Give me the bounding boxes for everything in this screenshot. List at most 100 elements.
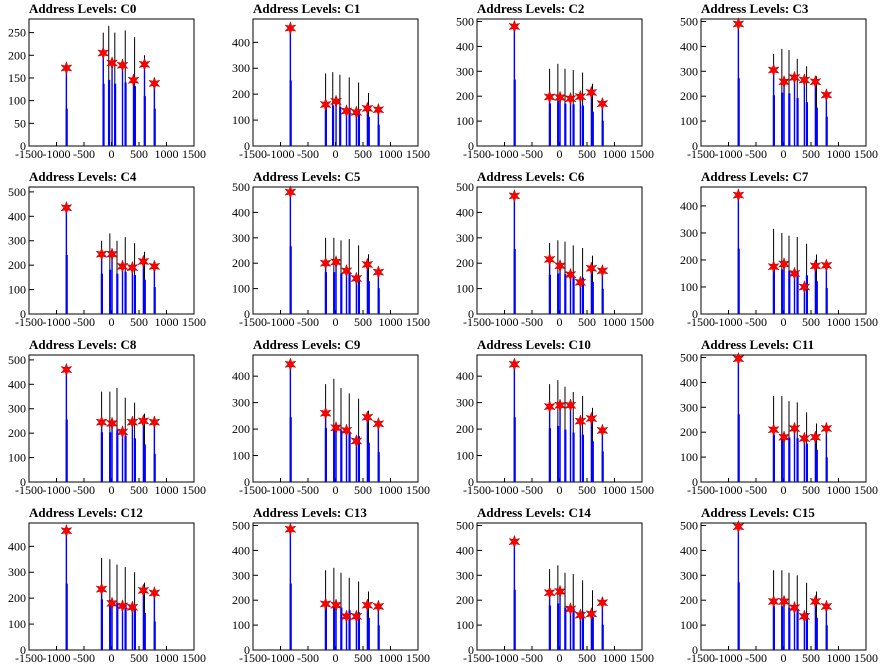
peak-marker [596, 595, 609, 610]
y-tick-label: 400 [680, 543, 698, 557]
chart-svg: Address Levels: C15 0 100 200 300 400 500 -1500… [680, 505, 878, 665]
chart-title: Address Levels: C12 [29, 505, 143, 520]
x-tick-label: 500 [802, 315, 820, 329]
y-tick-label: 0 [20, 643, 26, 657]
y-tick-label: 0 [468, 307, 474, 321]
peak-marker [508, 188, 521, 203]
chart-panel: Address Levels: C0 0 50 100 150 200 250 -1500 -1… [0, 0, 224, 168]
x-tick-label: 500 [354, 147, 372, 161]
chart-svg: Address Levels: C30100200300400500-1500-… [680, 1, 878, 161]
peak-marker [543, 89, 556, 104]
x-tick-label: -500 [297, 483, 319, 497]
peak-marker [777, 594, 791, 609]
x-tick-label: 0 [557, 483, 563, 497]
y-tick-label: 200 [680, 593, 698, 607]
chart-panel: Address Levels: C7 0 100 200 300 400 -1500 -100… [672, 168, 896, 336]
bar [116, 602, 119, 650]
x-tick-label: 1000 [379, 147, 403, 161]
y-tick-label: 400 [232, 543, 250, 557]
peak-marker [732, 16, 745, 31]
y-tick-label: 400 [8, 377, 26, 391]
chart-title: Address Levels: C9 [253, 337, 361, 352]
x-tick-label: 0 [109, 651, 115, 665]
x-tick-label: -1000 [267, 315, 295, 329]
bar [133, 86, 136, 146]
bar [109, 600, 112, 650]
y-tick-label: 300 [456, 64, 474, 78]
x-tick-label: 1000 [827, 651, 851, 665]
chart-title: Address Levels: C10 [477, 337, 591, 352]
chart-panel: Address Levels: C14 0 100 200 300 400 500 -1500… [448, 504, 672, 672]
x-tick-label: -1000 [267, 147, 295, 161]
y-tick-label: 0 [20, 475, 26, 489]
y-tick-label: 50 [14, 116, 26, 130]
bar [781, 606, 784, 650]
y-tick-label: 100 [680, 618, 698, 632]
x-tick-label: -1500 [15, 483, 43, 497]
bar [339, 106, 342, 146]
peak-marker [372, 265, 385, 280]
x-tick-label: 500 [354, 483, 372, 497]
peak-marker [340, 423, 353, 438]
chart-panel: Address Levels: C9 0 100 200 300 400 -1500 -100… [224, 336, 448, 504]
bar [367, 116, 370, 146]
y-tick-label: 0 [692, 643, 698, 657]
x-tick-label: 500 [578, 651, 596, 665]
chart-svg: Address Levels: C10 0 100 200 300 400 -1500 -10… [456, 337, 654, 497]
y-tick-label: 300 [680, 64, 698, 78]
peak-marker [788, 421, 801, 436]
y-tick-label: 500 [8, 185, 26, 199]
peak-marker [350, 609, 363, 624]
chart-title: Address Levels: C15 [701, 505, 815, 520]
x-tick-label: -1000 [491, 147, 519, 161]
x-tick-label: 1500 [630, 483, 654, 497]
bar [348, 610, 351, 650]
peak-marker [543, 399, 556, 414]
bar [591, 441, 594, 482]
y-tick-label: 0 [468, 475, 474, 489]
y-tick-label: 100 [232, 618, 250, 632]
bar [109, 432, 112, 482]
x-tick-label: -1500 [15, 147, 43, 161]
bar [114, 83, 117, 146]
y-tick-label: 300 [8, 402, 26, 416]
bar [805, 275, 808, 314]
x-tick-label: 1000 [155, 147, 179, 161]
y-tick-label: 0 [692, 475, 698, 489]
y-tick-label: 100 [456, 282, 474, 296]
x-tick-label: 500 [354, 315, 372, 329]
chart-panel: Address Levels: C10 0 100 200 300 400 -1500 -10… [448, 336, 672, 504]
chart-panel: Address Levels: C15 0 100 200 300 400 500 -1500… [672, 504, 896, 672]
y-tick-label: 100 [232, 449, 250, 463]
bar [815, 617, 818, 650]
x-tick-label: -1500 [463, 315, 491, 329]
peak-marker [372, 416, 385, 431]
x-tick-label: 1000 [603, 651, 627, 665]
peak-marker [95, 247, 108, 262]
peak-marker [798, 279, 811, 294]
bar [109, 269, 112, 314]
peak-marker [809, 594, 822, 609]
x-tick-label: 1000 [827, 315, 851, 329]
peak-marker [350, 433, 363, 448]
bar [781, 269, 784, 314]
peak-marker [137, 413, 150, 428]
peak-marker [116, 598, 129, 613]
peak-marker [350, 105, 363, 120]
x-tick-label: 500 [130, 483, 148, 497]
chart-title: Address Levels: C3 [701, 1, 809, 16]
peak-marker [777, 257, 791, 272]
x-tick-label: -1000 [715, 483, 743, 497]
peak-marker [553, 90, 567, 105]
peak-marker [127, 73, 140, 88]
peak-marker [574, 414, 587, 429]
peak-marker [574, 608, 587, 623]
chart-panel: Address Levels: C11 0 100 200 300 400 500 -1500… [672, 336, 896, 504]
peak-marker [361, 257, 374, 272]
chart-svg: Address Levels: C9 0 100 200 300 400 -1500 -100… [232, 337, 430, 497]
x-tick-label: 1000 [827, 483, 851, 497]
y-tick-label: 300 [232, 568, 250, 582]
bar [557, 603, 560, 650]
x-tick-label: 1500 [406, 315, 430, 329]
